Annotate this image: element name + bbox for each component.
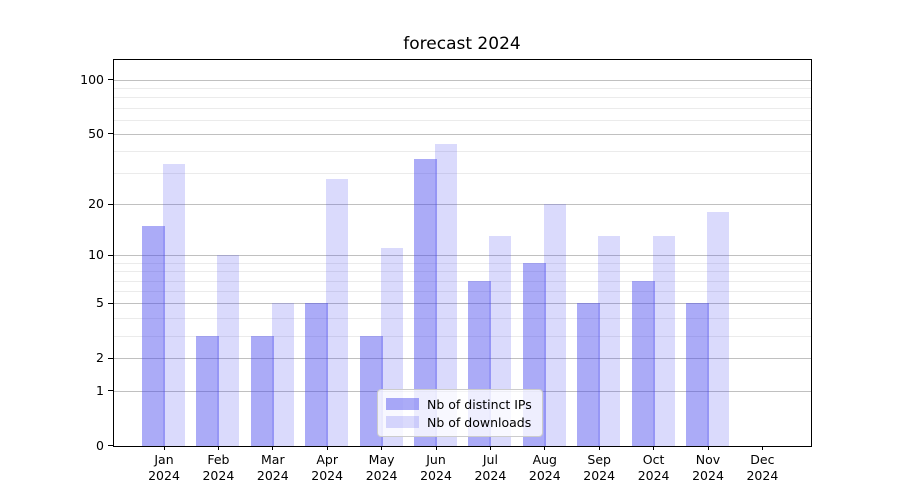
legend-label-distinct-ips: Nb of distinct IPs — [427, 396, 532, 412]
x-tick-may — [381, 446, 383, 450]
gridline-minor-70 — [114, 107, 811, 109]
y-tick-label-100: 100 — [80, 71, 104, 87]
y-tick-5 — [108, 302, 113, 305]
x-tick-sep — [598, 446, 600, 450]
y-tick-label-20: 20 — [88, 196, 104, 212]
y-tick-2 — [108, 357, 113, 360]
y-tick-0 — [108, 445, 113, 447]
gridline-minor-8 — [114, 271, 811, 273]
x-tick-mar — [272, 446, 274, 450]
legend-swatch-downloads — [386, 416, 419, 428]
bar-apr-ips — [305, 303, 329, 446]
bar-oct-ips — [631, 280, 655, 446]
x-tick-apr — [326, 446, 328, 450]
x-tick-label-may: May 2024 — [365, 452, 398, 483]
y-tick-label-10: 10 — [88, 247, 104, 263]
x-tick-jan — [163, 446, 165, 450]
gridline-minor-30 — [114, 173, 811, 175]
x-tick-dec — [761, 446, 764, 450]
x-tick-feb — [217, 446, 220, 450]
gridline-minor-4 — [114, 317, 811, 319]
bar-mar-downloads — [271, 303, 294, 446]
x-tick-label-dec: Dec 2024 — [746, 452, 779, 483]
gridline-minor-7 — [114, 280, 811, 282]
legend-swatch-distinct-ips — [386, 398, 419, 410]
bar-jan-ips — [142, 225, 165, 446]
bar-nov-downloads — [707, 212, 729, 446]
gridline-minor-6 — [114, 291, 811, 293]
y-tick-label-0: 0 — [96, 437, 104, 453]
y-tick-10 — [108, 254, 113, 256]
bar-apr-downloads — [326, 178, 349, 446]
y-tick-label-50: 50 — [88, 125, 104, 141]
bar-feb-ips — [196, 335, 220, 446]
gridline-minor-9 — [114, 262, 811, 264]
gridline-minor-60 — [114, 119, 811, 121]
x-tick-label-oct: Oct 2024 — [637, 452, 670, 483]
gridline-major-10 — [114, 255, 811, 257]
gridline-minor-80 — [114, 97, 811, 98]
x-tick-jun — [435, 446, 437, 450]
bar-sep-downloads — [598, 236, 621, 446]
bar-nov-ips — [686, 303, 709, 446]
y-tick-label-2: 2 — [96, 350, 104, 366]
bar-jun-ips — [414, 159, 437, 446]
gridline-major-5 — [114, 303, 811, 305]
x-tick-aug — [544, 446, 546, 450]
bar-may-ips — [359, 335, 383, 446]
x-tick-label-aug: Aug 2024 — [528, 452, 561, 483]
legend-item-downloads: Nb of downloads — [386, 415, 534, 430]
gridline-major-100 — [114, 79, 811, 81]
bar-aug-downloads — [543, 204, 566, 446]
y-tick-50 — [108, 133, 113, 135]
gridline-major-20 — [114, 204, 811, 206]
x-tick-label-feb: Feb 2024 — [202, 452, 235, 483]
legend-label-downloads: Nb of downloads — [427, 414, 532, 430]
bar-sep-ips — [577, 303, 601, 446]
y-tick-100 — [108, 79, 113, 81]
legend: Nb of distinct IPs Nb of downloads — [377, 389, 543, 437]
y-tick-label-5: 5 — [96, 295, 104, 311]
x-tick-label-jul: Jul 2024 — [474, 452, 507, 483]
y-tick-1 — [108, 390, 113, 392]
x-tick-label-jan: Jan 2024 — [148, 452, 180, 483]
x-tick-nov — [707, 446, 709, 450]
x-tick-label-apr: Apr 2024 — [311, 452, 344, 483]
gridline-major-50 — [114, 133, 811, 135]
bar-jun-downloads — [435, 143, 457, 446]
gridline-major-2 — [114, 358, 811, 360]
x-tick-label-mar: Mar 2024 — [256, 452, 289, 483]
y-tick-20 — [108, 203, 113, 205]
gridline-minor-90 — [114, 87, 811, 89]
y-tick-label-1: 1 — [96, 382, 104, 398]
legend-item-distinct-ips: Nb of distinct IPs — [386, 397, 534, 412]
x-tick-jul — [489, 446, 492, 450]
x-tick-oct — [653, 446, 655, 450]
gridline-minor-40 — [114, 151, 811, 152]
bar-feb-downloads — [217, 255, 240, 446]
x-tick-label-nov: Nov 2024 — [692, 452, 724, 483]
gridline-minor-3 — [114, 335, 811, 337]
chart-title: forecast 2024 — [403, 34, 521, 54]
bar-oct-downloads — [652, 236, 675, 446]
bar-mar-ips — [250, 335, 274, 446]
plot-area — [113, 59, 812, 447]
x-tick-label-jun: Jun 2024 — [420, 452, 452, 483]
x-tick-label-sep: Sep 2024 — [583, 452, 616, 483]
bar-jan-downloads — [163, 163, 185, 446]
